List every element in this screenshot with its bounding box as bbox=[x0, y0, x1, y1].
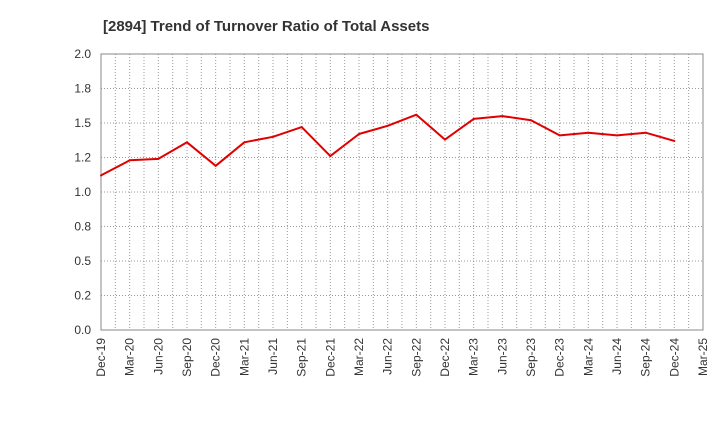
series-layer bbox=[100, 113, 676, 177]
grid bbox=[101, 54, 703, 330]
x-tick-label: Mar-20 bbox=[123, 338, 137, 376]
data-point bbox=[329, 155, 332, 158]
data-point bbox=[558, 134, 561, 137]
x-tick-label: Dec-22 bbox=[438, 338, 452, 377]
data-point bbox=[272, 135, 274, 138]
x-tick-label: Dec-23 bbox=[553, 338, 567, 377]
x-tick-label: Jun-23 bbox=[495, 338, 509, 375]
y-tick-label: 0.2 bbox=[74, 289, 91, 303]
x-tick-label: Sep-24 bbox=[639, 338, 653, 377]
data-point bbox=[358, 133, 360, 136]
x-tick-label: Sep-23 bbox=[524, 338, 538, 377]
data-point bbox=[644, 131, 647, 134]
x-tick-label: Dec-19 bbox=[94, 338, 108, 377]
data-point bbox=[128, 159, 131, 162]
x-tick-label: Mar-24 bbox=[581, 338, 595, 376]
x-tick-label: Dec-21 bbox=[323, 338, 337, 377]
y-tick-label: 0.5 bbox=[74, 254, 91, 268]
data-point bbox=[444, 138, 446, 141]
x-tick-label: Jun-22 bbox=[381, 338, 395, 375]
data-point bbox=[415, 113, 418, 116]
x-tick-label: Jun-24 bbox=[610, 338, 624, 375]
data-point bbox=[214, 164, 217, 167]
x-tick-label: Mar-21 bbox=[237, 338, 251, 376]
x-tick-label: Jun-20 bbox=[151, 338, 165, 375]
x-tick-label: Sep-20 bbox=[180, 338, 194, 377]
y-tick-label: 0.0 bbox=[74, 323, 91, 337]
plot-area bbox=[100, 53, 704, 331]
x-tick-label: Mar-23 bbox=[467, 338, 481, 376]
data-point bbox=[386, 124, 389, 127]
y-tick-label: 0.8 bbox=[74, 220, 91, 234]
data-point bbox=[100, 174, 102, 177]
data-point bbox=[243, 141, 246, 144]
x-tick-label: Dec-20 bbox=[209, 338, 223, 377]
x-tick-label: Mar-22 bbox=[352, 338, 366, 376]
data-point bbox=[157, 157, 160, 160]
data-point bbox=[530, 119, 532, 122]
data-point bbox=[501, 115, 504, 118]
data-point bbox=[587, 131, 590, 134]
data-point bbox=[472, 117, 475, 120]
x-tick-label: Sep-21 bbox=[295, 338, 309, 377]
x-tick-label: Mar-25 bbox=[696, 338, 710, 376]
y-tick-label: 1.8 bbox=[74, 82, 91, 96]
y-tick-label: 1.0 bbox=[74, 185, 91, 199]
y-tick-label: 2.0 bbox=[74, 47, 91, 61]
x-tick-label: Sep-22 bbox=[409, 338, 423, 377]
x-tick-label: Jun-21 bbox=[266, 338, 280, 375]
chart-title: [2894] Trend of Turnover Ratio of Total … bbox=[103, 18, 429, 35]
x-tick-label: Dec-24 bbox=[667, 338, 681, 377]
data-point bbox=[186, 141, 188, 144]
data-point bbox=[673, 139, 676, 142]
x-axis: Dec-19 Mar-20 Jun-20 Sep-20 Dec-20 Mar-21 Jun-… bbox=[94, 338, 710, 377]
data-point bbox=[616, 134, 618, 137]
y-tick-label: 1.5 bbox=[74, 116, 91, 130]
data-point bbox=[300, 126, 303, 129]
y-axis: 0.0 0.2 0.5 0.8 1.0 1.2 1.5 1.8 2.0 bbox=[74, 47, 91, 337]
y-tick-label: 1.2 bbox=[74, 151, 91, 165]
